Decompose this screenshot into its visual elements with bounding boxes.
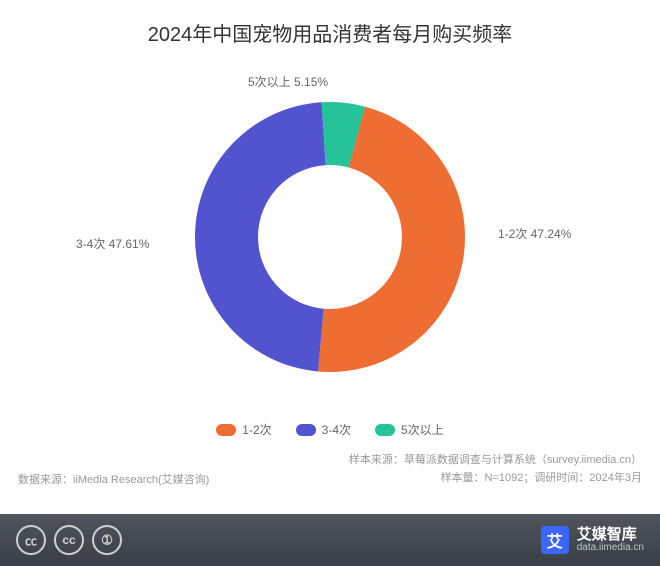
meta-row: 数据来源：iiMedia Research(艾媒咨询) 样本来源：草莓派数据调查…	[0, 438, 660, 487]
brand-name-cn: 艾媒智库	[577, 527, 644, 543]
cc-badge-icon: ➀	[92, 525, 122, 555]
footer: ㏄ cc ➀ 艾 艾媒智库 data.iimedia.cn	[0, 514, 660, 566]
slice-label: 5次以上 5.15%	[248, 73, 328, 90]
donut-chart: 1-2次 47.24% 3-4次 47.61% 5次以上 5.15%	[0, 47, 660, 427]
cc-badge-icon: ㏄	[16, 525, 46, 555]
meta-right: 样本来源：草莓派数据调查与计算系统（survey.iimedia.cn） 样本量…	[349, 452, 642, 487]
brand-name-en: data.iimedia.cn	[577, 543, 644, 554]
brand-block: 艾 艾媒智库 data.iimedia.cn	[541, 526, 644, 554]
meta-right-line1: 样本来源：草莓派数据调查与计算系统（survey.iimedia.cn）	[349, 452, 642, 470]
cc-badges: ㏄ cc ➀	[16, 525, 122, 555]
cc-badge-icon: cc	[54, 525, 84, 555]
meta-right-line2: 样本量：N=1092；调研时间：2024年3月	[349, 470, 642, 488]
brand-badge-icon: 艾	[541, 526, 569, 554]
chart-title: 2024年中国宠物用品消费者每月购买频率	[0, 0, 660, 47]
slice-label: 3-4次 47.61%	[76, 235, 149, 252]
donut-svg	[191, 98, 469, 376]
donut-slice	[195, 102, 326, 371]
meta-left: 数据来源：iiMedia Research(艾媒咨询)	[18, 471, 209, 487]
slice-label: 1-2次 47.24%	[498, 225, 571, 242]
